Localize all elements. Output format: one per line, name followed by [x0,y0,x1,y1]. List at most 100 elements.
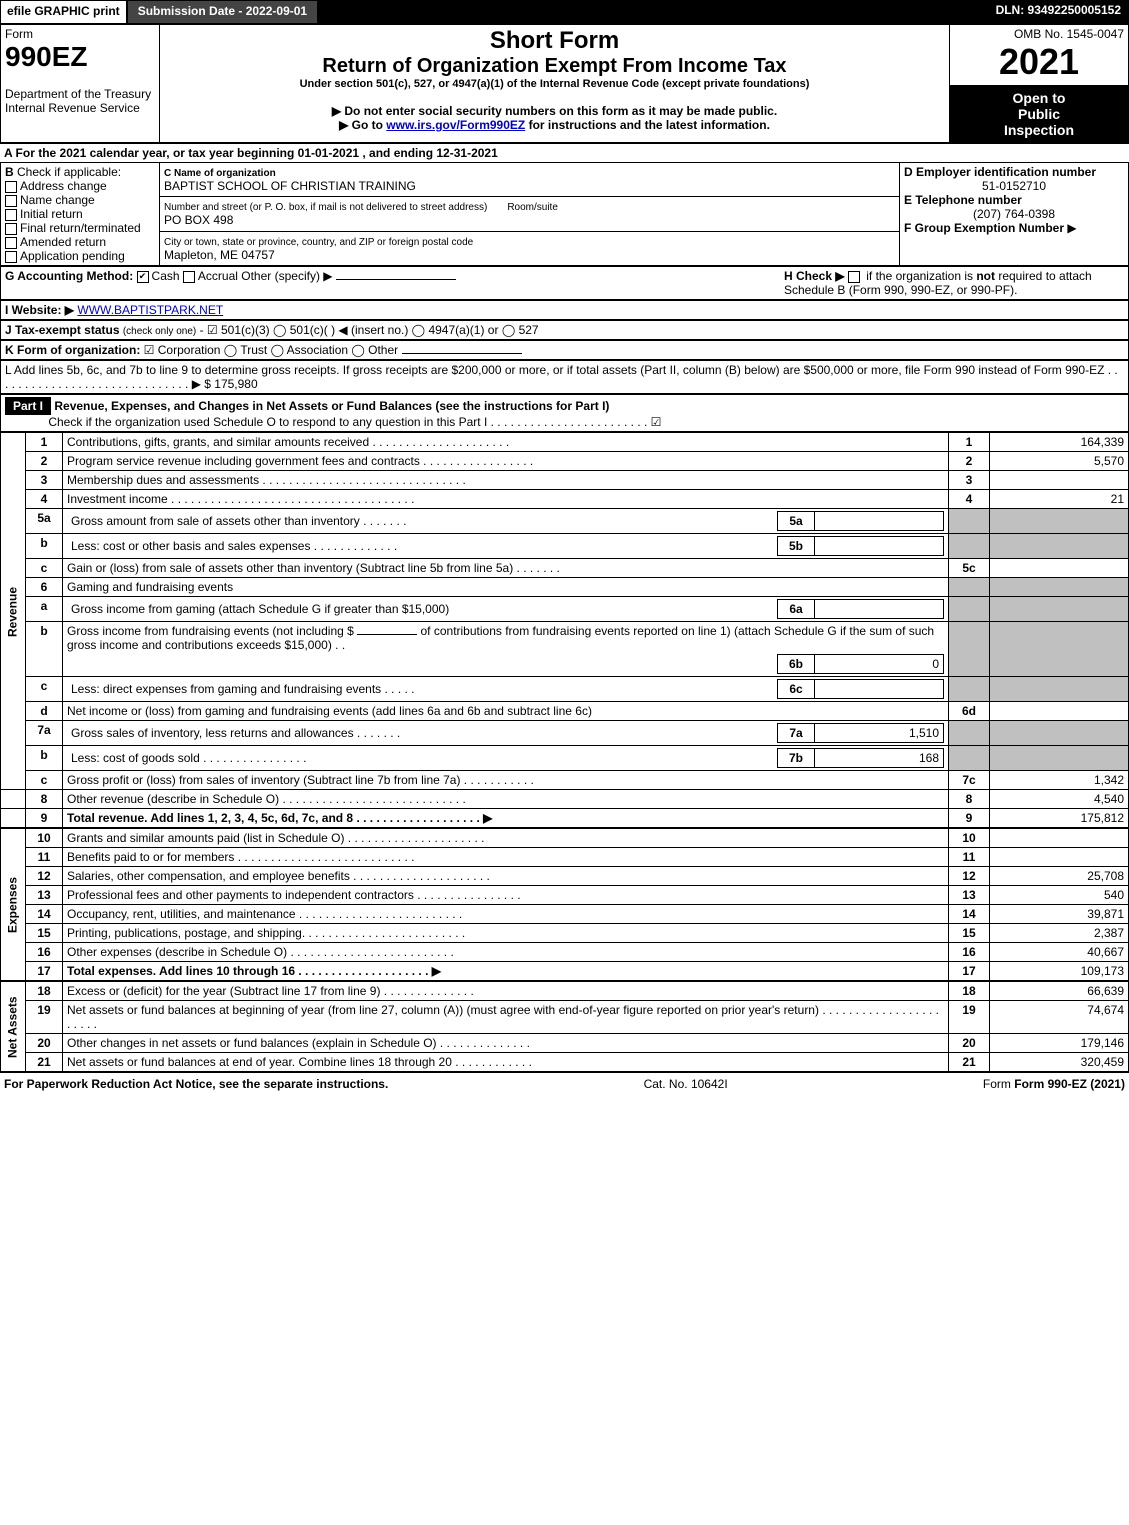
line-5c-desc: Gain or (loss) from sale of assets other… [63,559,949,578]
line-15: 15 Printing, publications, postage, and … [1,924,1129,943]
line-5b: b Less: cost or other basis and sales ex… [1,534,1129,559]
website-link[interactable]: WWW.BAPTISTPARK.NET [77,303,223,317]
line-1-desc: Contributions, gifts, grants, and simila… [63,433,949,452]
line-16-box: 16 [949,943,990,962]
line-4-amt: 21 [990,490,1129,509]
line-21-box: 21 [949,1053,990,1072]
dept-irs: Internal Revenue Service [5,101,140,115]
irs-link[interactable]: www.irs.gov/Form990EZ [386,118,525,132]
line-6c-shade2 [990,677,1129,702]
section-def-cell: D Employer identification number 51-0152… [900,163,1129,266]
line-16-num: 16 [26,943,63,962]
line-10: Expenses 10 Grants and similar amounts p… [1,829,1129,848]
sections-gh-table: G Accounting Method: Cash Accrual Other … [0,266,1129,300]
line-21-num: 21 [26,1053,63,1072]
other-specify-input[interactable] [336,279,456,280]
opt-address-change: Address change [20,179,107,193]
section-b-label: B [5,165,14,179]
omb-year-cell: OMB No. 1545-0047 2021 [950,25,1129,86]
line-7b-shade1 [949,746,990,771]
line-15-amt: 2,387 [990,924,1129,943]
street-value: PO BOX 498 [164,213,233,227]
line-6b-iamt: 0 [815,655,944,674]
line-5a-iamt [815,512,944,531]
omb-number: OMB No. 1545-0047 [954,27,1124,41]
netassets-vlabel: Net Assets [1,982,26,1072]
line-21-amt: 320,459 [990,1053,1129,1072]
section-j-sub: (check only one) [123,326,196,337]
line-7c-num: c [26,771,63,790]
section-d-label: D Employer identification number [904,165,1124,179]
checkbox-schedule-b[interactable] [848,271,860,283]
line-9-amt: 175,812 [990,809,1129,828]
line-14-num: 14 [26,905,63,924]
opt-pending: Application pending [20,249,125,263]
section-c-street-cell: Number and street (or P. O. box, if mail… [160,197,900,231]
line-18: Net Assets 18 Excess or (deficit) for th… [1,982,1129,1001]
line-4: 4 Investment income . . . . . . . . . . … [1,490,1129,509]
line-6-shade2 [990,578,1129,597]
efile-print-label[interactable]: efile GRAPHIC print [0,0,127,24]
opt-initial-return: Initial return [20,207,83,221]
line-6b-blank[interactable] [357,634,417,635]
line-5b-desc: Less: cost or other basis and sales expe… [67,537,778,556]
revenue-vlabel-spacer [1,790,26,809]
section-b-check-label: Check if applicable: [17,165,121,179]
line-3-desc: Membership dues and assessments . . . . … [63,471,949,490]
revenue-vlabel-spacer2 [1,809,26,828]
line-16-amt: 40,667 [990,943,1129,962]
line-7a: 7a Gross sales of inventory, less return… [1,721,1129,746]
other-org-input[interactable] [402,353,522,354]
line-5b-desc-cell: Less: cost or other basis and sales expe… [63,534,949,559]
line-11: 11 Benefits paid to or for members . . .… [1,848,1129,867]
expenses-table: Expenses 10 Grants and similar amounts p… [0,828,1129,981]
line-5b-shade1 [949,534,990,559]
line-6b-num: b [26,622,63,677]
tax-year: 2021 [954,41,1124,83]
line-12-num: 12 [26,867,63,886]
line-7a-ibox: 7a [778,724,815,743]
line-5c-amt [990,559,1129,578]
section-i-label: I Website: ▶ [5,303,74,317]
opt-final-return: Final return/terminated [20,221,141,235]
line-7b-desc-cell: Less: cost of goods sold . . . . . . . .… [63,746,949,771]
line-6b-desc-cell: Gross income from fundraising events (no… [63,622,949,677]
line-7a-shade1 [949,721,990,746]
line-8-box: 8 [949,790,990,809]
line-7b-ibox: 7b [778,749,815,768]
opt-cash: Cash [152,269,180,283]
line-18-num: 18 [26,982,63,1001]
checkbox-name-change[interactable] [5,195,17,207]
line-6b-shade1 [949,622,990,677]
line-7b-shade2 [990,746,1129,771]
note-ssn: ▶ Do not enter social security numbers o… [164,104,945,118]
checkbox-amended[interactable] [5,237,17,249]
checkbox-cash[interactable] [137,271,149,283]
section-c-city-cell: City or town, state or province, country… [160,231,900,265]
line-6d-box: 6d [949,702,990,721]
checkbox-accrual[interactable] [183,271,195,283]
checkbox-pending[interactable] [5,251,17,263]
note-goto: ▶ Go to www.irs.gov/Form990EZ for instru… [164,118,945,132]
line-7a-iamt: 1,510 [815,724,944,743]
line-20: 20 Other changes in net assets or fund b… [1,1034,1129,1053]
dln-label: DLN: 93492250005152 [988,0,1129,24]
expenses-vlabel: Expenses [1,829,26,981]
line-20-num: 20 [26,1034,63,1053]
form-number-cell: Form 990EZ Department of the Treasury In… [1,25,160,143]
line-2-num: 2 [26,452,63,471]
line-10-desc: Grants and similar amounts paid (list in… [63,829,949,848]
footer-cat: Cat. No. 10642I [644,1077,728,1091]
line-7b-num: b [26,746,63,771]
section-j-cell: J Tax-exempt status (check only one) - ☑… [1,321,1129,340]
line-16: 16 Other expenses (describe in Schedule … [1,943,1129,962]
line-19-num: 19 [26,1001,63,1034]
line-21-desc: Net assets or fund balances at end of ye… [63,1053,949,1072]
part1-check-mark: ☑ [651,415,662,429]
checkbox-address-change[interactable] [5,181,17,193]
checkbox-final-return[interactable] [5,223,17,235]
line-19-desc: Net assets or fund balances at beginning… [63,1001,949,1034]
line-13-box: 13 [949,886,990,905]
line-6c-num: c [26,677,63,702]
checkbox-initial-return[interactable] [5,209,17,221]
